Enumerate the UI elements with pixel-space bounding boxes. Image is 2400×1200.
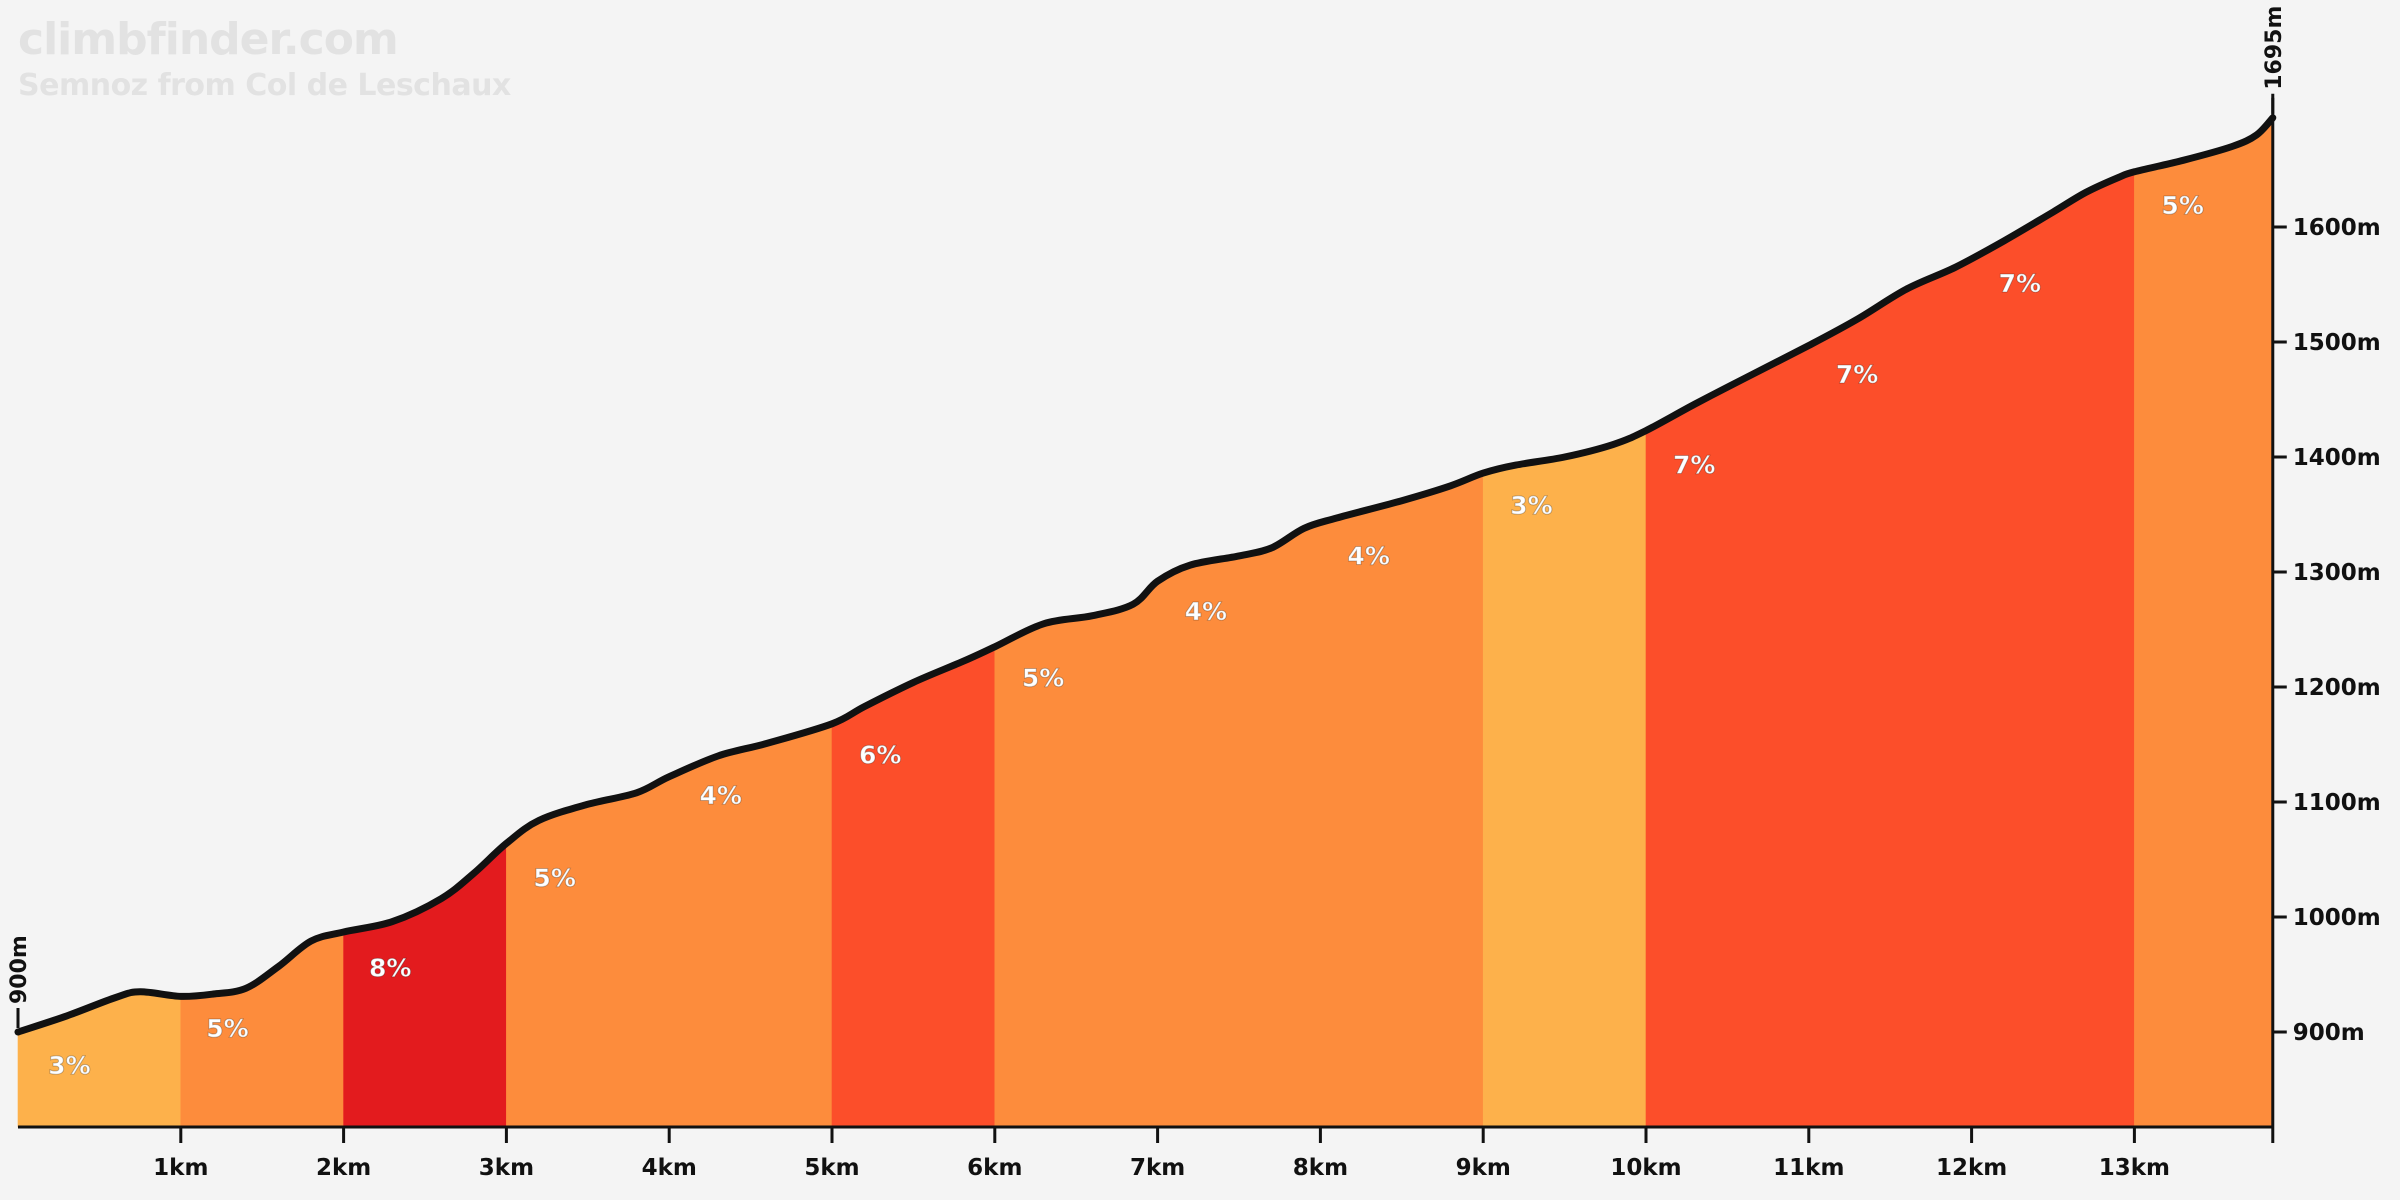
grade-label-12: 7% [1836, 360, 1878, 389]
grade-label-1: 3% [48, 1051, 90, 1080]
grade-label-6: 6% [859, 741, 901, 770]
y-tick-label-4: 1200m [2293, 675, 2381, 701]
gradient-segment-4 [506, 723, 833, 1128]
grade-label-5: 4% [699, 781, 741, 810]
elevation-profile-line [14, 114, 2277, 1036]
climb-name-watermark: Semnoz from Col de Leschaux [18, 68, 511, 103]
gradient-segment-5 [831, 646, 996, 1128]
gradient-segment-7 [1482, 430, 1647, 1128]
grade-label-13: 7% [1999, 269, 2041, 298]
gradient-segment-6 [994, 472, 1484, 1128]
grade-label-11: 7% [1673, 451, 1715, 480]
y-tick-label-8: 1600m [2293, 215, 2381, 241]
site-watermark: climbfinder.com [18, 14, 399, 65]
x-tick-label-7: 7km [1130, 1155, 1185, 1181]
grade-label-3: 8% [369, 953, 411, 982]
x-tick-label-1: 1km [153, 1155, 208, 1181]
x-tick-label-11: 11km [1773, 1155, 1844, 1181]
grade-label-8: 4% [1185, 597, 1227, 626]
end-elevation-label: 1695m [2262, 6, 2287, 90]
grade-label-14: 5% [2161, 191, 2203, 220]
grade-label-7: 5% [1022, 663, 1064, 692]
x-tick-label-9: 9km [1456, 1155, 1511, 1181]
x-tick-label-8: 8km [1293, 1155, 1348, 1181]
gradient-segment-1 [17, 991, 182, 1128]
x-tick-label-10: 10km [1610, 1155, 1681, 1181]
y-tick-label-7: 1500m [2293, 330, 2381, 356]
x-tick-label-6: 6km [967, 1155, 1022, 1181]
x-tick-label-4: 4km [642, 1155, 697, 1181]
grade-label-2: 5% [206, 1014, 248, 1043]
x-tick-label-12: 12km [1936, 1155, 2007, 1181]
y-tick-label-5: 1300m [2293, 560, 2381, 586]
x-tick-label-3: 3km [479, 1155, 534, 1181]
y-tick-label-1: 900m [2293, 1020, 2365, 1046]
x-tick-label-13: 13km [2099, 1155, 2170, 1181]
y-tick-label-6: 1400m [2293, 445, 2381, 471]
grade-label-4: 5% [533, 864, 575, 893]
x-tick-label-2: 2km [316, 1155, 371, 1181]
start-elevation-label: 900m [7, 935, 32, 1004]
x-tick-label-5: 5km [804, 1155, 859, 1181]
gradient-segment-9 [2134, 117, 2274, 1128]
gradient-segment-3 [343, 842, 507, 1128]
y-tick-label-2: 1000m [2293, 905, 2381, 931]
y-tick-label-3: 1100m [2293, 790, 2381, 816]
grade-label-10: 3% [1510, 491, 1552, 520]
gradient-segment-8 [1645, 171, 2135, 1128]
grade-label-9: 4% [1347, 542, 1389, 571]
